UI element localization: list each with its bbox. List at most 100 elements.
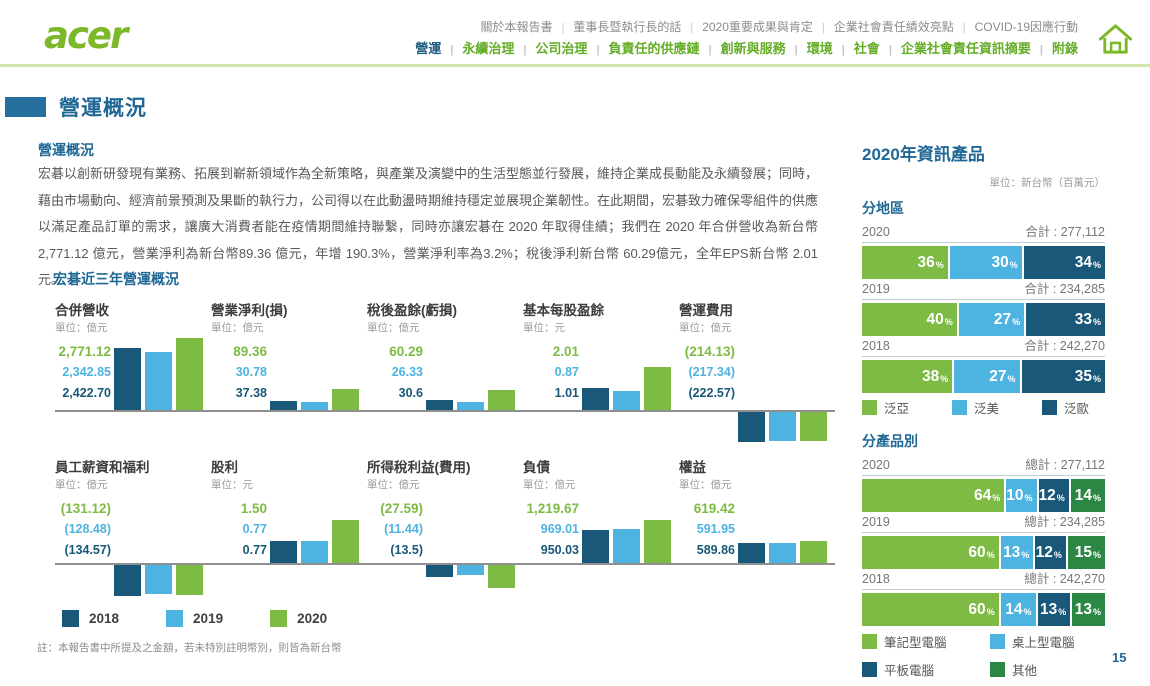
segment-percent: 30 <box>991 253 1009 271</box>
legend-swatch <box>990 634 1005 649</box>
charts-section-title: 宏碁近三年營運概況 <box>53 271 179 287</box>
chart-unit: 單位：億元 <box>55 479 108 491</box>
bar-2019 <box>301 541 328 563</box>
bar-2020 <box>800 541 827 563</box>
mini-chart: 基本每股盈餘 單位：元 2.01 0.87 1.01 <box>523 293 679 450</box>
top-nav-item[interactable]: 董事長暨執行長的話 <box>573 20 682 34</box>
page-number: 15 <box>1112 650 1127 665</box>
top-nav-item[interactable]: 企業社會責任績效亮點 <box>833 20 954 34</box>
percent-sign: % <box>1007 374 1016 384</box>
main-nav-item[interactable]: 公司治理 <box>535 41 588 56</box>
top-nav-item[interactable]: COVID-19因應行動 <box>974 20 1078 34</box>
stack-row: 2018 合計 : 242,270 38% 27% 35% <box>862 339 1106 393</box>
bar-2019 <box>769 543 796 563</box>
segment-percent: 13 <box>1040 600 1058 618</box>
chart-unit: 單位：億元 <box>367 479 420 491</box>
legend-swatch <box>862 634 877 649</box>
main-nav-item[interactable]: 附錄 <box>1051 41 1078 56</box>
segment-percent: 13 <box>1074 600 1092 618</box>
nav-separator: | <box>561 22 565 34</box>
chart-value-2020: (214.13) <box>684 344 735 359</box>
bar-segment: 14% <box>1000 593 1036 626</box>
bar-segment: 27% <box>954 360 1020 393</box>
mini-chart: 員工薪資和福利 單位：億元 (131.12) (128.48) (134.57) <box>55 450 211 600</box>
main-nav-item[interactable]: 負責任的供應鏈 <box>608 41 700 56</box>
chart-value-2019: 26.33 <box>391 365 423 379</box>
stack-label-row: 2018 總計 : 242,270 <box>862 572 1105 590</box>
product-section: 分產品別 2020 總計 : 277,112 64% 10% 12% 14% 2019 總計 … <box>862 431 1105 679</box>
chart-values: (214.13) (217.34) (222.57) <box>679 341 735 404</box>
chart-value-2019: (217.34) <box>688 365 735 379</box>
stack-row: 2018 總計 : 242,270 60% 14% 13% 13% <box>862 572 1105 626</box>
main-nav-item[interactable]: 企業社會責任資訊摘要 <box>900 41 1031 56</box>
segment-percent: 14 <box>1074 486 1092 504</box>
sidebar-unit: 單位：新台幣（百萬元） <box>989 177 1106 189</box>
chart-value-2019: 969.01 <box>540 522 579 536</box>
intro-paragraph: 宏碁以創新研發現有業務、拓展到嶄新領域作為全新策略，與產業及演變中的生活型態並行… <box>38 166 819 287</box>
stack-total-label: 總計 : 242,270 <box>1024 572 1105 586</box>
mini-chart: 營運費用 單位：億元 (214.13) (217.34) (222.57) <box>679 293 835 450</box>
chart-value-2018: 2,422.70 <box>62 386 111 400</box>
stacked-bar: 40% 27% 33% <box>862 303 1105 336</box>
bar-2020 <box>176 565 203 595</box>
percent-sign: % <box>944 317 953 327</box>
chart-value-2020: (27.59) <box>380 501 423 516</box>
legend-item: 泛歐 <box>1042 398 1089 417</box>
percent-sign: % <box>1092 550 1101 560</box>
main-nav-item[interactable]: 營運 <box>415 38 442 67</box>
percent-sign: % <box>1021 550 1030 560</box>
chart-title: 基本每股盈餘 <box>523 303 604 318</box>
chart-bars <box>270 450 359 600</box>
chart-value-2019: (128.48) <box>64 522 111 536</box>
chart-value-2020: 60.29 <box>389 344 423 359</box>
nav-separator: | <box>841 44 845 56</box>
bar-2018 <box>426 565 453 577</box>
stacked-bar: 38% 27% 35% <box>862 360 1106 393</box>
chart-values: 1.50 0.77 0.77 <box>211 498 267 561</box>
legend-label: 泛美 <box>974 402 1000 416</box>
chart-value-2020: 1.50 <box>240 501 267 516</box>
legend-item: 筆記型電腦 <box>862 632 990 651</box>
chart-value-2020: 2.01 <box>552 344 579 359</box>
nav-separator: | <box>596 44 600 56</box>
home-icon[interactable] <box>1097 22 1134 62</box>
chart-values: (131.12) (128.48) (134.57) <box>55 498 111 561</box>
nav-separator: | <box>1039 44 1043 56</box>
mini-chart: 負債 單位：億元 1,219.67 969.01 950.03 <box>523 450 679 600</box>
percent-sign: % <box>1092 493 1101 503</box>
main-nav-item[interactable]: 永續治理 <box>462 41 515 56</box>
stack-year-label: 2019 <box>862 515 890 529</box>
bar-2019 <box>613 391 640 410</box>
legend-item: 2019 <box>166 610 223 627</box>
chart-bars <box>426 293 515 450</box>
main-nav-item[interactable]: 創新與服務 <box>720 41 786 56</box>
bar-segment: 64% <box>862 479 1005 512</box>
bar-segment: 13% <box>1000 536 1034 569</box>
stacked-bar: 60% 13% 12% 15% <box>862 536 1105 569</box>
chart-value-2018: 0.77 <box>242 543 267 557</box>
chart-value-2018: (134.57) <box>64 543 111 557</box>
main-nav-item[interactable]: 社會 <box>853 41 880 56</box>
top-nav-item[interactable]: 2020重要成果與肯定 <box>702 20 813 34</box>
chart-title: 權益 <box>679 460 706 475</box>
region-rows: 2020 合計 : 277,112 36% 30% 34% 2019 合計 : 234,28… <box>862 225 1106 393</box>
nav-separator: | <box>821 22 825 34</box>
baseline <box>55 410 835 412</box>
chart-title: 營業淨利(損) <box>211 303 288 318</box>
segment-percent: 15 <box>1074 543 1092 561</box>
main-nav-item[interactable]: 環境 <box>806 41 833 56</box>
percent-sign: % <box>1058 607 1067 617</box>
segment-percent: 60 <box>968 600 986 618</box>
baseline <box>55 563 835 565</box>
top-nav-item[interactable]: 關於本報告書 <box>480 20 553 34</box>
chart-bars <box>582 450 671 600</box>
chart-value-2019: 30.78 <box>235 365 267 379</box>
percent-sign: % <box>986 550 995 560</box>
legend-label: 2018 <box>89 611 120 626</box>
percent-sign: % <box>1023 607 1032 617</box>
percent-sign: % <box>1012 317 1021 327</box>
chart-unit: 單位：元 <box>211 479 253 491</box>
nav-separator: | <box>523 44 527 56</box>
bar-2018 <box>270 541 297 563</box>
percent-sign: % <box>1092 607 1101 617</box>
